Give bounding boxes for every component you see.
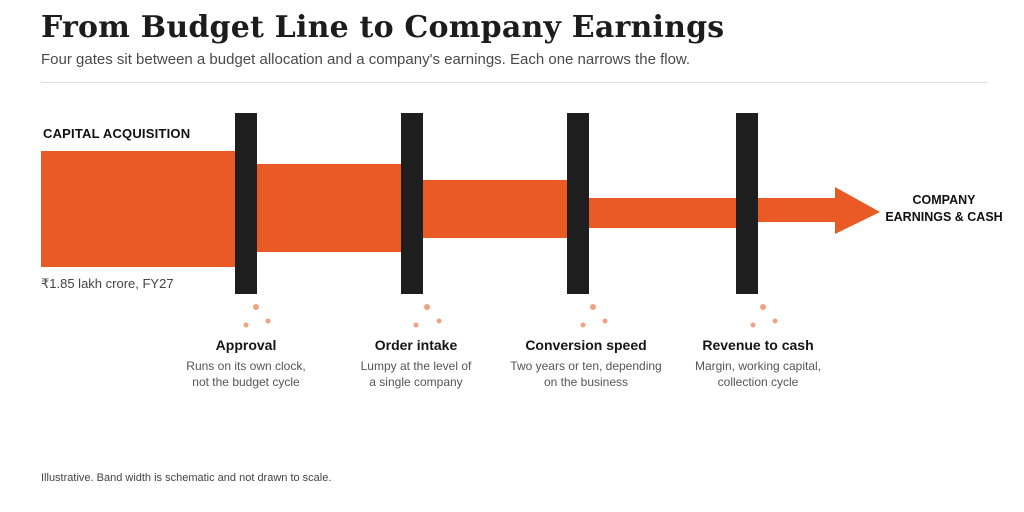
gate-desc-line-1: Runs on its own clock, bbox=[186, 359, 306, 373]
gate-bar-conversion-speed bbox=[567, 113, 589, 294]
gate-desc-line-2: not the budget cycle bbox=[192, 375, 300, 389]
destination-line-2: EARNINGS & CASH bbox=[885, 210, 1003, 224]
dots-revenue-to-cash bbox=[750, 304, 778, 328]
source-value: ₹1.85 lakh crore, FY27 bbox=[41, 276, 174, 291]
gate-title: Conversion speed bbox=[525, 337, 647, 353]
page-subtitle: Four gates sit between a budget allocati… bbox=[41, 51, 691, 68]
footnote: Illustrative. Band width is schematic an… bbox=[41, 472, 332, 484]
destination-line-1: COMPANY bbox=[912, 193, 976, 207]
gate-desc-line-2: collection cycle bbox=[717, 375, 799, 389]
dots-order-intake bbox=[413, 304, 442, 328]
gate-approval: Approval Runs on its own clock, not the … bbox=[161, 337, 331, 390]
dots-conversion-speed bbox=[580, 304, 608, 328]
page-title: From Budget Line to Company Earnings bbox=[41, 10, 725, 45]
gate-bar-revenue-to-cash bbox=[736, 113, 758, 294]
dots-approval bbox=[243, 304, 271, 328]
gate-conversion-speed: Conversion speed Two years or ten, depen… bbox=[501, 337, 671, 390]
gate-desc-line-1: Lumpy at the level of bbox=[360, 359, 472, 373]
gate-bar-approval bbox=[235, 113, 257, 294]
source-label: CAPITAL ACQUISITION bbox=[43, 126, 191, 141]
destination-label: COMPANY EARNINGS & CASH bbox=[880, 192, 1008, 226]
gate-order-intake: Order intake Lumpy at the level of a sin… bbox=[331, 337, 501, 390]
gate-desc-line-1: Two years or ten, depending bbox=[510, 359, 662, 373]
gate-desc-line-2: on the business bbox=[543, 375, 629, 389]
gate-bar-order-intake bbox=[401, 113, 423, 294]
gate-desc-line-1: Margin, working capital, bbox=[694, 359, 822, 373]
gate-revenue-to-cash: Revenue to cash Margin, working capital,… bbox=[673, 337, 843, 390]
gate-title: Revenue to cash bbox=[702, 337, 814, 353]
gate-title: Approval bbox=[215, 337, 277, 353]
header-divider bbox=[41, 82, 987, 83]
gate-title: Order intake bbox=[374, 337, 458, 353]
gate-desc-line-2: a single company bbox=[369, 375, 463, 389]
